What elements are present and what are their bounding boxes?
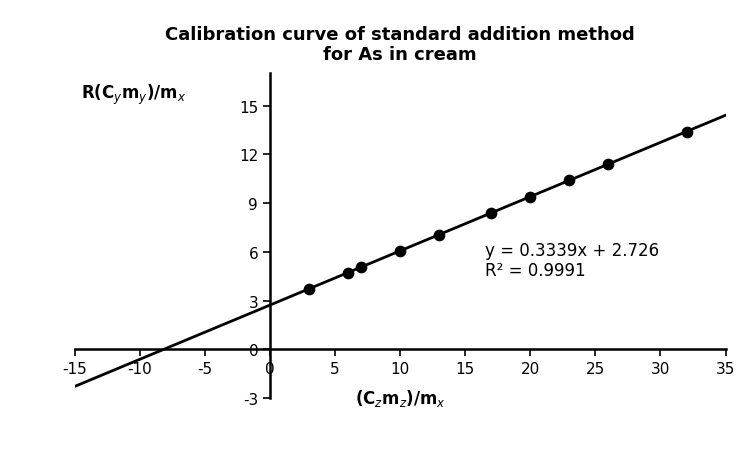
Point xyxy=(433,232,445,239)
Point xyxy=(355,264,367,271)
Point xyxy=(342,269,354,276)
Text: y = 0.3339x + 2.726
R² = 0.9991: y = 0.3339x + 2.726 R² = 0.9991 xyxy=(485,241,659,280)
Point xyxy=(485,210,497,217)
Point xyxy=(681,129,693,136)
Point xyxy=(563,177,575,185)
Point xyxy=(394,248,406,255)
Point xyxy=(602,161,614,169)
Point xyxy=(524,194,536,201)
Text: R(C$_y$m$_y$)/m$_x$: R(C$_y$m$_y$)/m$_x$ xyxy=(82,82,186,106)
Point xyxy=(303,286,315,293)
Title: Calibration curve of standard addition method
for As in cream: Calibration curve of standard addition m… xyxy=(165,25,635,64)
X-axis label: (C$_z$m$_z$)/m$_x$: (C$_z$m$_z$)/m$_x$ xyxy=(355,388,446,408)
